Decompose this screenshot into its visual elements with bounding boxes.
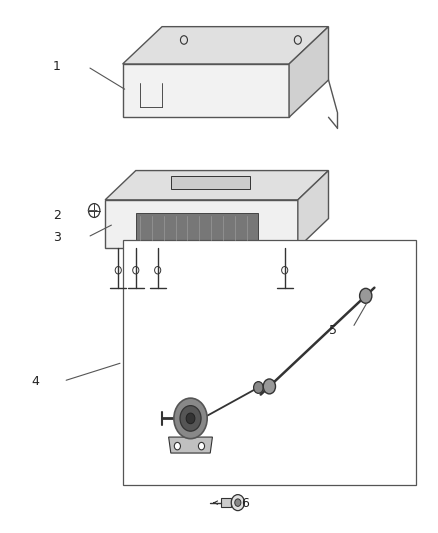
Text: 3: 3: [53, 231, 61, 244]
Polygon shape: [136, 213, 258, 243]
Circle shape: [186, 413, 195, 424]
Circle shape: [360, 288, 372, 303]
Text: 5: 5: [329, 324, 337, 337]
Circle shape: [231, 495, 244, 511]
Polygon shape: [123, 64, 289, 117]
Circle shape: [254, 382, 263, 393]
Bar: [123, 240, 416, 485]
Polygon shape: [105, 200, 298, 248]
Text: 6: 6: [241, 497, 249, 510]
Circle shape: [198, 442, 205, 450]
Polygon shape: [169, 437, 212, 453]
Circle shape: [235, 499, 241, 506]
Polygon shape: [289, 27, 328, 117]
Polygon shape: [123, 27, 328, 64]
Text: 4: 4: [31, 375, 39, 387]
Circle shape: [174, 442, 180, 450]
Circle shape: [174, 398, 207, 439]
Polygon shape: [298, 171, 328, 248]
Circle shape: [180, 406, 201, 431]
Polygon shape: [221, 498, 231, 507]
Polygon shape: [171, 176, 250, 189]
Text: 2: 2: [53, 209, 61, 222]
Circle shape: [263, 379, 276, 394]
Polygon shape: [105, 171, 328, 200]
Text: 1: 1: [53, 60, 61, 73]
